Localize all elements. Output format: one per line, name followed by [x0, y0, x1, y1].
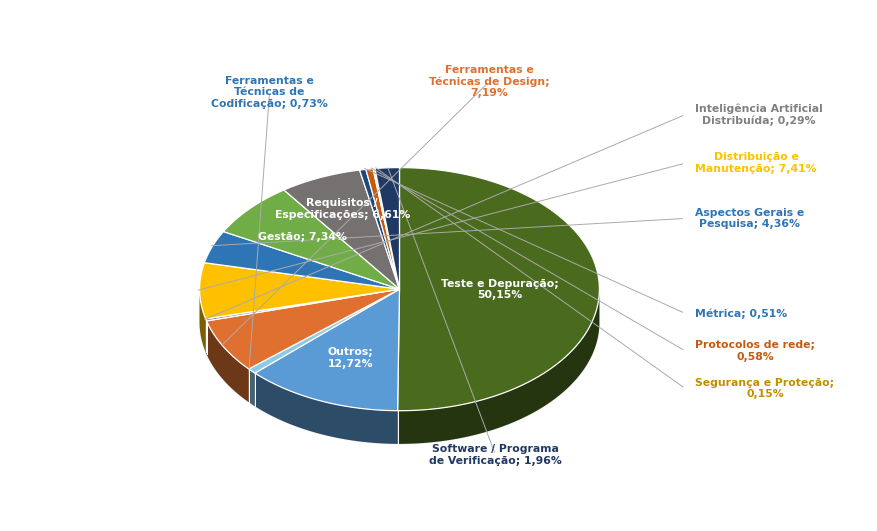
Text: Teste e Depuração;
50,15%: Teste e Depuração; 50,15% [440, 279, 559, 300]
Polygon shape [200, 263, 400, 319]
Text: Inteligência Artificial
Distribuída; 0,29%: Inteligência Artificial Distribuída; 0,2… [695, 103, 824, 126]
Polygon shape [200, 289, 205, 352]
Text: Gestão; 7,34%: Gestão; 7,34% [258, 232, 346, 242]
Text: Ferramentas e
Técnicas de Design;
7,19%: Ferramentas e Técnicas de Design; 7,19% [429, 64, 550, 98]
Polygon shape [249, 369, 255, 406]
Polygon shape [360, 169, 400, 289]
Polygon shape [255, 373, 397, 444]
Polygon shape [200, 289, 599, 444]
Polygon shape [373, 168, 400, 289]
Polygon shape [255, 289, 400, 410]
Polygon shape [366, 169, 400, 289]
Text: Ferramentas e
Técnicas de
Codificação; 0,73%: Ferramentas e Técnicas de Codificação; 0… [211, 76, 328, 109]
Polygon shape [397, 290, 599, 444]
Polygon shape [375, 168, 400, 289]
Text: Protocolos de rede;
0,58%: Protocolos de rede; 0,58% [695, 340, 816, 362]
Polygon shape [204, 232, 400, 289]
Text: Métrica; 0,51%: Métrica; 0,51% [695, 308, 788, 319]
Text: Distribuição e
Manutenção; 7,41%: Distribuição e Manutenção; 7,41% [695, 152, 817, 174]
Polygon shape [249, 289, 400, 373]
Text: Segurança e Proteção;
0,15%: Segurança e Proteção; 0,15% [695, 378, 835, 399]
Polygon shape [207, 289, 400, 369]
Polygon shape [397, 168, 599, 410]
Text: Software / Programa
de Verificação; 1,96%: Software / Programa de Verificação; 1,96… [429, 444, 562, 466]
Text: Outros;
12,72%: Outros; 12,72% [327, 347, 373, 369]
Polygon shape [207, 321, 249, 402]
Polygon shape [284, 170, 400, 289]
Polygon shape [205, 289, 400, 321]
Polygon shape [205, 319, 207, 354]
Text: Aspectos Gerais e
Pesquisa; 4,36%: Aspectos Gerais e Pesquisa; 4,36% [695, 208, 804, 229]
Polygon shape [224, 190, 400, 289]
Text: Requisitos /
Especificações; 6,61%: Requisitos / Especificações; 6,61% [275, 198, 410, 220]
